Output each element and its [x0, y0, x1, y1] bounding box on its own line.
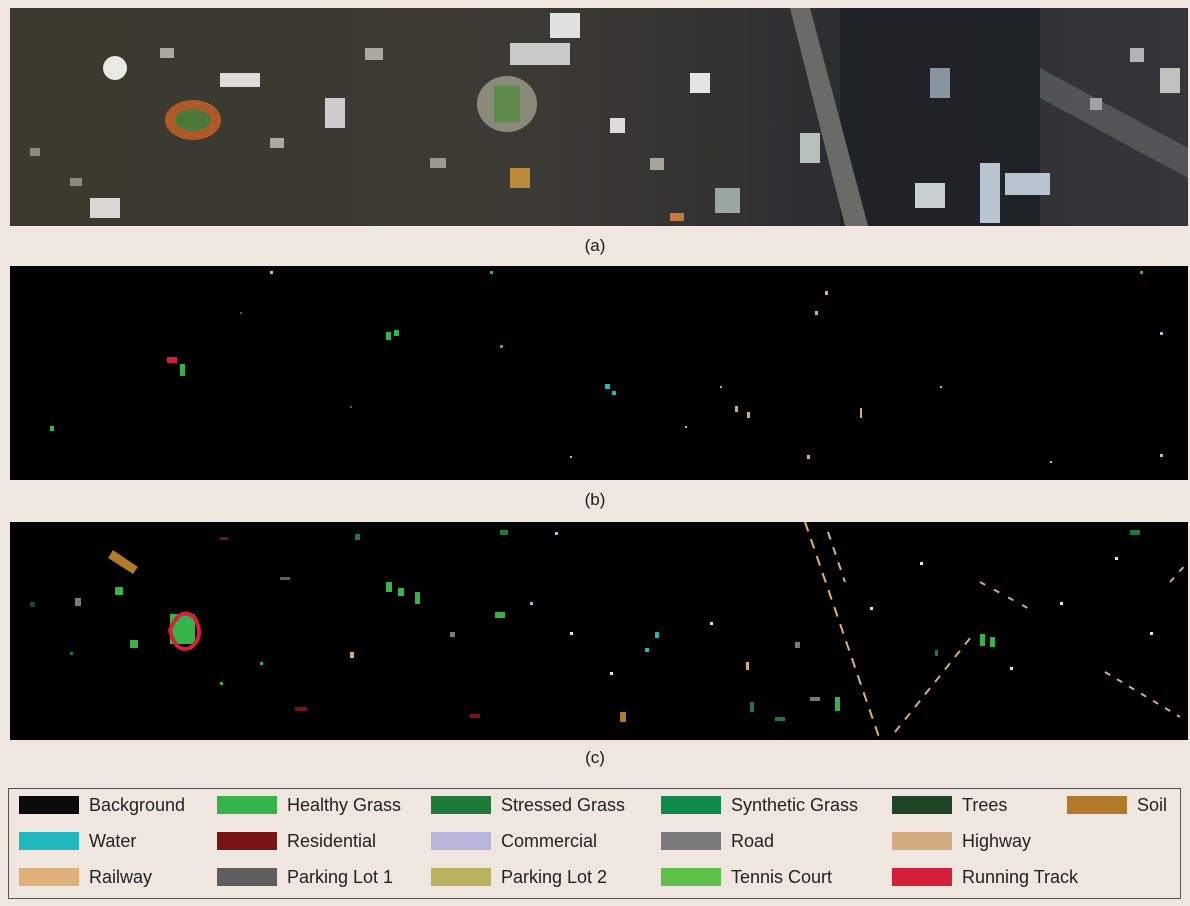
legend-label: Commercial	[501, 831, 598, 851]
legend-label: Parking Lot 1	[287, 867, 394, 887]
legend-swatch	[661, 832, 721, 850]
legend-swatch	[19, 868, 79, 886]
legend-swatch	[431, 868, 491, 886]
legend: Background Healthy Grass Stressed Grass …	[8, 788, 1181, 899]
classification-map-c-graphic	[10, 522, 1188, 740]
legend-swatch	[431, 796, 491, 814]
legend-label: Water	[89, 831, 137, 851]
classification-map-b	[10, 266, 1188, 480]
caption-c: (c)	[585, 748, 605, 767]
legend-label: Trees	[962, 795, 1008, 815]
legend-label: Railway	[89, 867, 153, 887]
classification-map-c	[10, 522, 1188, 740]
legend-label: Background	[89, 795, 186, 815]
classification-map-b-graphic	[10, 266, 1188, 480]
legend-swatch	[19, 832, 79, 850]
legend-swatch	[661, 868, 721, 886]
legend-swatch	[892, 868, 952, 886]
legend-label: Road	[731, 831, 775, 851]
legend-label: Running Track	[962, 867, 1079, 887]
legend-label: Synthetic Grass	[731, 795, 859, 815]
legend-label: Residential	[287, 831, 377, 851]
legend-swatch	[217, 832, 277, 850]
legend-label: Healthy Grass	[287, 795, 402, 815]
legend-swatch	[431, 832, 491, 850]
legend-label: Stressed Grass	[501, 795, 626, 815]
legend-label: Soil	[1137, 795, 1168, 815]
legend-swatch	[217, 796, 277, 814]
caption-b: (b)	[584, 490, 606, 509]
legend-swatch	[19, 796, 79, 814]
legend-swatch	[892, 796, 952, 814]
legend-label: Parking Lot 2	[501, 867, 608, 887]
legend-swatch	[892, 832, 952, 850]
legend-swatch	[661, 796, 721, 814]
aerial-image-graphic	[10, 8, 1188, 226]
legend-swatch	[217, 868, 277, 886]
legend-label: Tennis Court	[731, 867, 833, 887]
aerial-image	[10, 8, 1188, 226]
legend-label: Highway	[962, 831, 1032, 851]
legend-swatch	[1067, 796, 1127, 814]
caption-a: (a)	[584, 236, 606, 255]
